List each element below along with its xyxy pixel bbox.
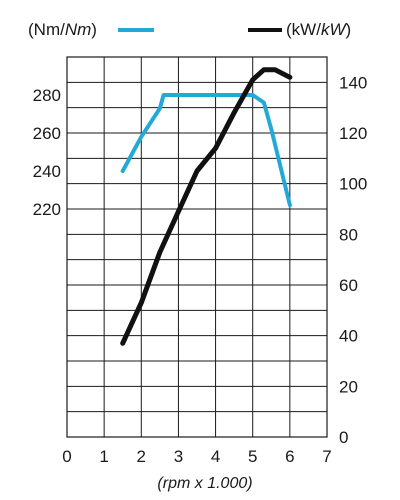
legend: (Nm/Nm) (kW/kW) [28,20,351,39]
legend-kw-part1: (kW/ [286,20,321,39]
x-tick-label: 5 [248,447,257,466]
legend-nm-part1: (Nm/ [28,20,65,39]
left-y-tick-label: 240 [33,162,61,181]
x-tick-label: 1 [99,447,108,466]
legend-kw-part3: ) [345,20,351,39]
right-y-tick-label: 80 [339,225,358,244]
x-tick-label: 3 [174,447,183,466]
right-y-tick-label: 20 [339,377,358,396]
legend-kw-part2: kW [321,20,348,39]
x-tick-label: 6 [285,447,294,466]
right-y-tick-label: 60 [339,276,358,295]
legend-nm-part2: Nm [65,20,91,39]
series-line-kw [120,67,293,346]
grid [66,56,328,438]
right-y-tick-label: 140 [339,73,367,92]
x-axis-label: (rpm x 1.000) [157,475,252,492]
plot-frame [66,56,328,438]
legend-nm-label: (Nm/Nm) [28,20,97,39]
series-layer [120,67,293,346]
right-y-tick-label: 0 [339,428,348,447]
x-tick-label: 7 [322,447,331,466]
right-y-tick-label: 40 [339,327,358,346]
legend-nm-part3: ) [91,20,97,39]
series-line-nm [120,93,292,208]
right-y-tick-label: 100 [339,175,367,194]
x-tick-label: 2 [137,447,146,466]
x-tick-label: 0 [62,447,71,466]
left-y-tick-label: 220 [33,200,61,219]
x-tick-label: 4 [211,447,220,466]
left-y-tick-label: 260 [33,124,61,143]
legend-kw-label: (kW/kW) [286,20,351,39]
left-y-tick-label: 280 [33,86,61,105]
right-y-tick-label: 120 [339,124,367,143]
tick-labels: 0 1 2 3 4 5 6 7 280 260 240 220 140 120 100 80 60 40 20 0 [33,73,368,466]
